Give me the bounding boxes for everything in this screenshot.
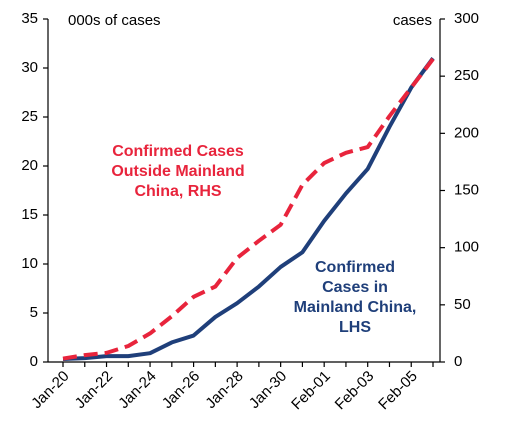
y2-tick-label: 250 [454,67,479,84]
x-tick-label: Feb-03 [332,368,378,414]
series-annotation: Confirmed Cases [112,143,244,160]
x-tick-label: Jan-22 [72,368,116,412]
y2-tick-label: 100 [454,239,479,256]
x-tick-label: Jan-30 [246,368,290,412]
y2-tick-label: 50 [454,296,471,313]
series-line [62,57,435,361]
series-annotation: Confirmed [315,259,395,276]
y2-tick-label: 200 [454,124,479,141]
y-tick-label: 30 [21,59,38,76]
y2-tick-label: 300 [454,10,479,27]
y-tick-label: 0 [30,353,38,370]
x-tick-label: Jan-20 [28,368,72,412]
series-annotation: Outside Mainland [111,163,244,180]
y-tick-label: 25 [21,108,38,125]
series-line [62,57,435,362]
y-tick-label: 20 [21,157,38,174]
y-tick-label: 15 [21,206,38,223]
y2-axis-label: cases [393,12,432,29]
y-tick-label: 10 [21,255,38,272]
y2-tick-label: 150 [454,181,479,198]
x-tick-label: Jan-26 [159,368,203,412]
x-tick-label: Feb-05 [375,368,421,414]
series-annotation: China, RHS [134,183,221,200]
x-tick-label: Jan-28 [202,368,246,412]
x-tick-label: Feb-01 [288,368,334,414]
y-tick-label: 5 [30,304,38,321]
x-tick-label: Jan-24 [115,368,159,412]
series-annotation: Mainland China, [294,299,417,316]
y2-tick-label: 0 [454,353,462,370]
series-annotation: LHS [339,319,371,336]
y-tick-label: 35 [21,10,38,27]
series-annotation: Cases in [322,279,388,296]
y-axis-label: 000s of cases [68,12,161,29]
